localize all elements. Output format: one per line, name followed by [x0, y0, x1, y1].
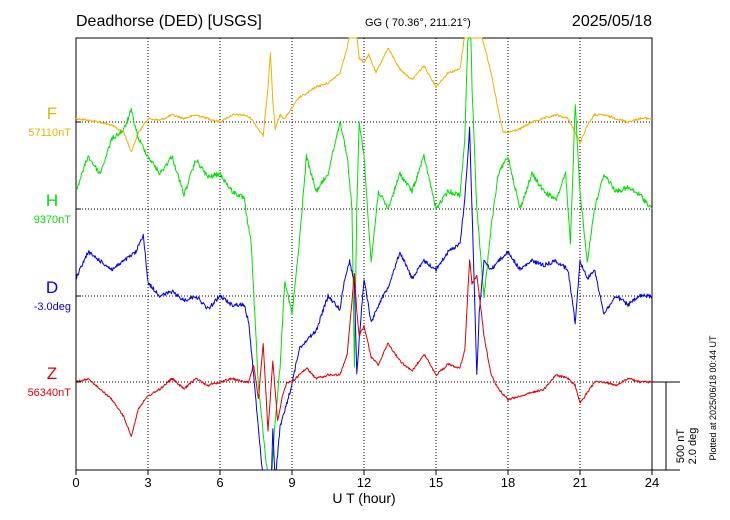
- x-tick-label: 9: [288, 475, 295, 490]
- series-line-z: [75, 259, 653, 437]
- series-name-f: F: [47, 104, 57, 123]
- series-line-d: [75, 126, 653, 471]
- series-line-f: [75, 37, 653, 152]
- series-baseline-f: 57110nT: [28, 127, 71, 139]
- scale-nt-label: 500 nT: [675, 429, 687, 464]
- series-line-h: [75, 37, 653, 471]
- series-baseline-h: 9370nT: [34, 214, 72, 226]
- series-baseline-z: 56340nT: [28, 387, 72, 399]
- x-axis-title: U T (hour): [332, 490, 395, 506]
- coordinates-label: GG ( 70.36°, 211.21°): [365, 17, 471, 29]
- x-tick-label: 0: [72, 475, 79, 490]
- x-tick-label: 24: [645, 475, 659, 490]
- series-name-h: H: [46, 191, 58, 210]
- series-baseline-d: -3.0deg: [34, 301, 71, 313]
- x-tick-label: 12: [357, 475, 371, 490]
- x-tick-label: 15: [429, 475, 443, 490]
- x-tick-label: 21: [573, 475, 587, 490]
- station-title: Deadhorse (DED) [USGS]: [76, 13, 262, 30]
- scale-bar: 500 nT 2.0 deg: [652, 381, 699, 471]
- series-name-d: D: [46, 278, 58, 297]
- baseline-layer: [76, 121, 652, 383]
- series-name-z: Z: [47, 364, 57, 383]
- x-tick-label: 6: [216, 475, 223, 490]
- tick-layer: 0 3 6 9 12 15 18 21 24: [72, 121, 659, 490]
- x-tick-label: 3: [144, 475, 151, 490]
- x-tick-label: 18: [501, 475, 515, 490]
- series-label-layer: F 57110nT H 9370nT D -3.0deg Z 56340nT: [28, 104, 72, 399]
- series-layer: [75, 37, 653, 471]
- plotted-at-label: Plotted at 2025/06/18 00:44 UT: [708, 335, 718, 461]
- grid-layer: [147, 38, 581, 470]
- scale-deg-label: 2.0 deg: [687, 428, 699, 465]
- date-label: 2025/05/18: [572, 13, 652, 30]
